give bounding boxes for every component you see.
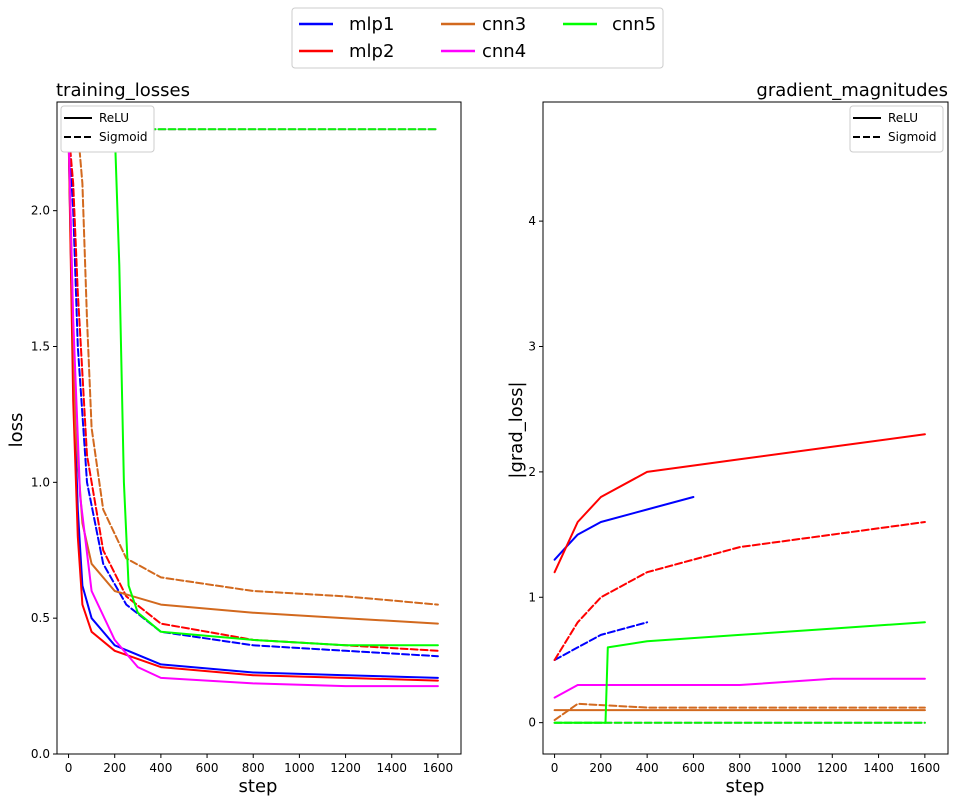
legend-label-cnn5: cnn5	[612, 14, 656, 35]
y-tick-label-2-0-training-losses: 2.0	[31, 204, 50, 218]
x-tick-label-1600-training-losses: 1600	[423, 761, 454, 775]
series-line-cnn4-relu-training-losses	[67, 128, 439, 688]
series-line-mlp2-relu-gradient-magnitudes	[553, 433, 926, 574]
y-tick-label-3-gradient-magnitudes: 3	[528, 340, 536, 354]
style-label-relu-gradient-magnitudes: ReLU	[888, 111, 918, 125]
y-tick-label-2-gradient-magnitudes: 2	[528, 465, 536, 479]
series-line-mlp1-sigmoid-gradient-magnitudes	[553, 621, 649, 661]
legend-entry-cnn4: cnn4	[441, 41, 526, 62]
series-line-cnn3-sigmoid-gradient-magnitudes	[553, 702, 926, 722]
x-tick-label-800-gradient-magnitudes: 800	[728, 761, 751, 775]
series-line-cnn3-sigmoid-training-losses	[67, 128, 439, 606]
series-line-cnn5-relu-training-losses	[67, 128, 439, 647]
x-tick-label-1600-gradient-magnitudes: 1600	[910, 761, 941, 775]
x-tick-label-1200-gradient-magnitudes: 1200	[817, 761, 848, 775]
x-tick-label-800-training-losses: 800	[242, 761, 265, 775]
legend-entry-cnn3: cnn3	[441, 14, 526, 35]
y-tick-label-1-0-training-losses: 1.0	[31, 475, 50, 489]
style-legend-training-losses: ReLU Sigmoid	[60, 105, 155, 153]
series-line-cnn3-relu-training-losses	[67, 128, 439, 625]
y-tick-label-0-gradient-magnitudes: 0	[528, 716, 536, 730]
x-tick-label-200-gradient-magnitudes: 200	[589, 761, 612, 775]
x-tick-label-600-gradient-magnitudes: 600	[682, 761, 705, 775]
x-axis-label-training-losses: step	[239, 776, 278, 797]
series-line-cnn4-relu-gradient-magnitudes	[553, 677, 926, 699]
series-line-mlp2-sigmoid-training-losses	[67, 128, 439, 652]
series-line-mlp1-sigmoid-training-losses	[67, 128, 439, 658]
y-axis-label-training-losses: loss	[6, 413, 27, 448]
legend-entry-cnn5: cnn5	[563, 14, 656, 35]
x-tick-label-0-training-losses: 0	[65, 761, 73, 775]
axes-frame-gradient-magnitudes	[542, 101, 949, 755]
series-line-mlp2-relu-training-losses	[67, 128, 439, 682]
x-tick-label-0-gradient-magnitudes: 0	[551, 761, 559, 775]
panel-title-gradient-magnitudes: gradient_magnitudes	[756, 80, 948, 101]
x-tick-label-1200-training-losses: 1200	[330, 761, 361, 775]
y-tick-label-1-gradient-magnitudes: 1	[528, 590, 536, 604]
style-label-sigmoid-gradient-magnitudes: Sigmoid	[888, 130, 937, 144]
y-tick-label-0-0-training-losses: 0.0	[31, 747, 50, 761]
style-label-relu-training-losses: ReLU	[99, 111, 129, 125]
axes-frame-training-losses	[56, 101, 462, 755]
series-layer-gradient-magnitudes	[553, 433, 926, 724]
series-layer-training-losses	[67, 128, 439, 688]
x-axis-label-gradient-magnitudes: step	[726, 776, 765, 797]
y-axis-label-gradient-magnitudes: |grad_loss|	[506, 381, 527, 478]
panel-title-training-losses: training_losses	[56, 80, 190, 101]
ticks-gradient-magnitudes: 0 200 400 600 800 1000 1200 1400 1600 0 1 2 3 4	[528, 214, 940, 775]
legend-label-mlp1: mlp1	[349, 14, 394, 35]
ticks-training-losses: 0 200 400 600 800 1000 1200 1400 1600 0.0 0.5 1.0 1.…	[31, 204, 453, 775]
series-legend-frame	[291, 7, 664, 69]
x-tick-label-200-training-losses: 200	[103, 761, 126, 775]
x-tick-label-1400-training-losses: 1400	[376, 761, 407, 775]
x-tick-label-600-training-losses: 600	[196, 761, 219, 775]
x-tick-label-1000-gradient-magnitudes: 1000	[771, 761, 802, 775]
series-line-mlp2-sigmoid-gradient-magnitudes	[553, 521, 926, 661]
style-label-sigmoid-training-losses: Sigmoid	[99, 130, 148, 144]
x-tick-label-400-training-losses: 400	[149, 761, 172, 775]
series-legend: mlp1 mlp2 cnn3 cnn4 cnn5	[291, 7, 664, 69]
style-legend-gradient-magnitudes: ReLU Sigmoid	[849, 105, 944, 153]
legend-label-cnn3: cnn3	[482, 14, 526, 35]
legend-entry-mlp1: mlp1	[299, 14, 394, 35]
legend-label-cnn4: cnn4	[482, 41, 526, 62]
panel-training-losses: training_losses 0 200 400 600 800 1000 1200 140…	[6, 80, 462, 797]
x-tick-label-1000-training-losses: 1000	[284, 761, 315, 775]
y-tick-label-0-5-training-losses: 0.5	[31, 611, 50, 625]
series-line-mlp1-relu-training-losses	[67, 128, 439, 679]
y-tick-label-4-gradient-magnitudes: 4	[528, 214, 536, 228]
legend-label-mlp2: mlp2	[349, 41, 394, 62]
legend-entry-mlp2: mlp2	[299, 41, 394, 62]
panel-gradient-magnitudes: gradient_magnitudes 0 200 400 600 800 1000 120…	[506, 80, 949, 797]
x-tick-label-1400-gradient-magnitudes: 1400	[863, 761, 894, 775]
y-tick-label-1-5-training-losses: 1.5	[31, 340, 50, 354]
x-tick-label-400-gradient-magnitudes: 400	[636, 761, 659, 775]
